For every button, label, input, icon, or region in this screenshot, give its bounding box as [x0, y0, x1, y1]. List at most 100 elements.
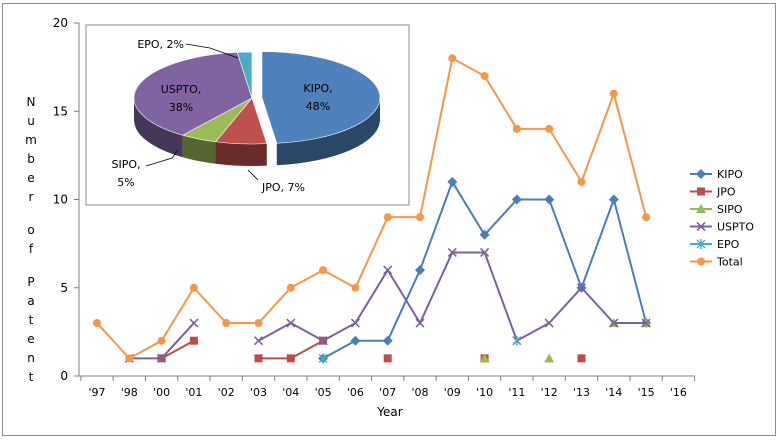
data-point	[416, 213, 424, 222]
legend-label: SIPO	[717, 203, 743, 216]
pie-leader-epo	[185, 43, 239, 59]
data-point	[189, 283, 198, 292]
legend-item-kipo: KIPO	[690, 168, 743, 181]
data-point	[697, 187, 705, 196]
x-tick-label: '14	[605, 386, 622, 399]
data-point	[253, 336, 264, 346]
pie-label-kipo: KIPO, 48%	[303, 82, 332, 113]
data-point	[318, 336, 328, 346]
data-point	[254, 319, 263, 328]
data-point	[512, 124, 521, 133]
series-layer	[93, 54, 652, 364]
data-point	[286, 283, 295, 292]
data-point	[189, 318, 199, 328]
data-point	[415, 265, 425, 276]
data-point	[93, 319, 101, 328]
data-point	[642, 213, 651, 222]
data-point	[577, 354, 586, 363]
x-tick-label: '03	[250, 386, 267, 399]
data-point	[609, 89, 618, 98]
data-point	[286, 354, 295, 363]
data-point	[189, 336, 198, 345]
y-tick-label: 10	[53, 193, 68, 207]
legend-item-sipo: SIPO	[690, 203, 743, 216]
x-ticks: '97 '98 '00 '01 '02 '03 '04 '05 '06 '07 '08 '09 '10 '…	[80, 376, 696, 399]
data-point	[545, 124, 554, 133]
data-point	[479, 229, 490, 240]
x-tick-label: '16	[670, 386, 687, 399]
data-point	[696, 204, 706, 213]
data-point	[157, 336, 166, 345]
data-point	[222, 319, 231, 328]
data-point	[319, 266, 328, 275]
y-ticks: 0 5 10 15 20	[53, 16, 79, 383]
pie-label-uspto: USPTO, 38%	[161, 83, 202, 114]
data-point	[448, 54, 457, 63]
data-point	[350, 335, 361, 346]
pie-layer: KIPO, 48% JPO, 7% SIPO, 5% USPTO, 38% EPO, 2%	[111, 38, 381, 194]
data-point	[480, 71, 489, 80]
data-point	[696, 239, 706, 249]
data-point	[383, 265, 393, 275]
x-tick-label: '00	[153, 386, 170, 399]
x-tick-label: '98	[121, 386, 138, 399]
legend-label: JPO	[716, 186, 736, 199]
x-tick-label: '97	[88, 386, 105, 399]
x-tick-label: '04	[282, 386, 299, 399]
data-point	[382, 335, 393, 346]
data-point	[608, 194, 619, 205]
data-point	[609, 318, 619, 328]
legend-label: USPTO	[717, 221, 754, 234]
data-point	[641, 318, 651, 328]
x-tick-label: '06	[347, 386, 364, 399]
x-tick-label: '01	[185, 386, 202, 399]
pie-slice-side-jpo	[215, 141, 267, 166]
data-point	[350, 318, 360, 328]
data-point	[351, 283, 360, 292]
pie-slice-epo	[236, 51, 253, 99]
series-line	[161, 339, 195, 360]
data-point	[383, 213, 392, 222]
data-point	[286, 318, 296, 328]
legend-item-total: Total	[690, 256, 743, 269]
data-point	[696, 221, 706, 232]
legend: KIPO JPO SIPO USPTO EPO Total	[690, 168, 754, 269]
data-point	[447, 176, 458, 187]
data-point	[447, 247, 457, 258]
data-point	[157, 353, 167, 363]
x-tick-label: '10	[476, 386, 493, 399]
series-epo	[318, 335, 522, 364]
data-point	[544, 318, 554, 328]
pie-slice-kipo	[261, 51, 381, 144]
data-point	[544, 353, 555, 363]
pie-label-jpo: JPO, 7%	[261, 181, 305, 194]
pie-slice-side-kipo	[276, 97, 380, 166]
x-tick-label: '15	[638, 386, 655, 399]
pie-label-epo: EPO, 2%	[137, 38, 184, 51]
x-tick-label: '05	[315, 386, 332, 399]
data-point	[511, 194, 522, 205]
x-tick-label: '02	[218, 386, 235, 399]
x-tick-label: '07	[379, 386, 396, 399]
data-point	[577, 177, 586, 186]
data-point	[479, 353, 490, 363]
x-tick-label: '11	[508, 386, 525, 399]
data-point	[254, 354, 263, 363]
pie-label-sipo: SIPO, 5%	[111, 158, 140, 189]
legend-label: Total	[716, 256, 743, 269]
legend-label: KIPO	[717, 168, 743, 181]
legend-item-uspto: USPTO	[690, 221, 754, 234]
legend-item-epo: EPO	[690, 238, 740, 251]
y-tick-label: 0	[60, 369, 68, 383]
series-line	[96, 56, 648, 360]
x-tick-label: '09	[444, 386, 461, 399]
y-tick-label: 15	[53, 104, 68, 118]
x-axis-label: Year	[376, 405, 402, 419]
y-tick-label: 5	[60, 281, 68, 295]
data-point	[576, 283, 587, 293]
data-point	[125, 354, 134, 363]
series-total	[93, 54, 651, 363]
